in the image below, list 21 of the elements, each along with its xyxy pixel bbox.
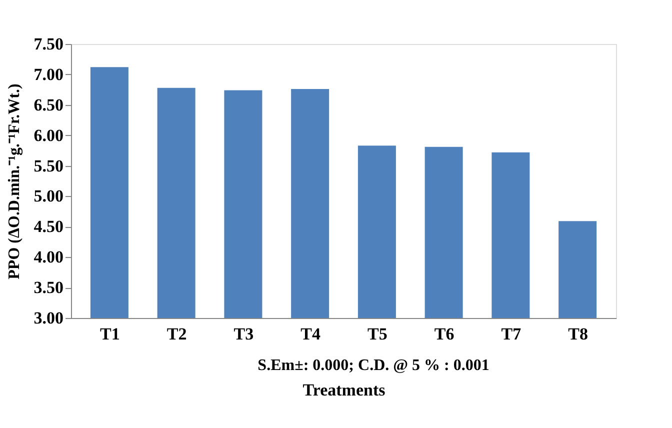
y-tick-label: 4.00	[34, 248, 64, 267]
x-tick-label: T1	[100, 324, 120, 344]
y-axis-title: PPO (ΔO.D.min.⁻¹g.⁻¹Fr.Wt.)	[6, 84, 23, 280]
x-tick-label: T2	[166, 324, 187, 344]
x-tick-label: T5	[368, 324, 388, 344]
x-tick-label: T4	[300, 324, 321, 344]
y-tick-label: 3.00	[34, 308, 64, 328]
y-tick-label: 4.50	[34, 217, 64, 236]
x-tick-label: T8	[568, 324, 588, 344]
x-tick-label: T7	[501, 324, 522, 344]
y-tick-label: 6.50	[34, 95, 64, 114]
y-tick-label: 3.50	[34, 278, 64, 298]
x-tick-label: T6	[434, 324, 454, 344]
y-tick-label: 7.00	[34, 64, 64, 84]
y-tick-label: 6.00	[34, 126, 64, 145]
y-tick-label: 7.50	[34, 34, 64, 54]
y-tick-label: 5.00	[34, 186, 64, 206]
x-axis-title: Treatments	[302, 380, 386, 400]
text: S.Em±: 0.000; C.D. @ 5 % : 0.001	[258, 357, 490, 374]
y-tick-label: 5.50	[34, 156, 64, 176]
x-tick-label: T3	[234, 324, 254, 344]
